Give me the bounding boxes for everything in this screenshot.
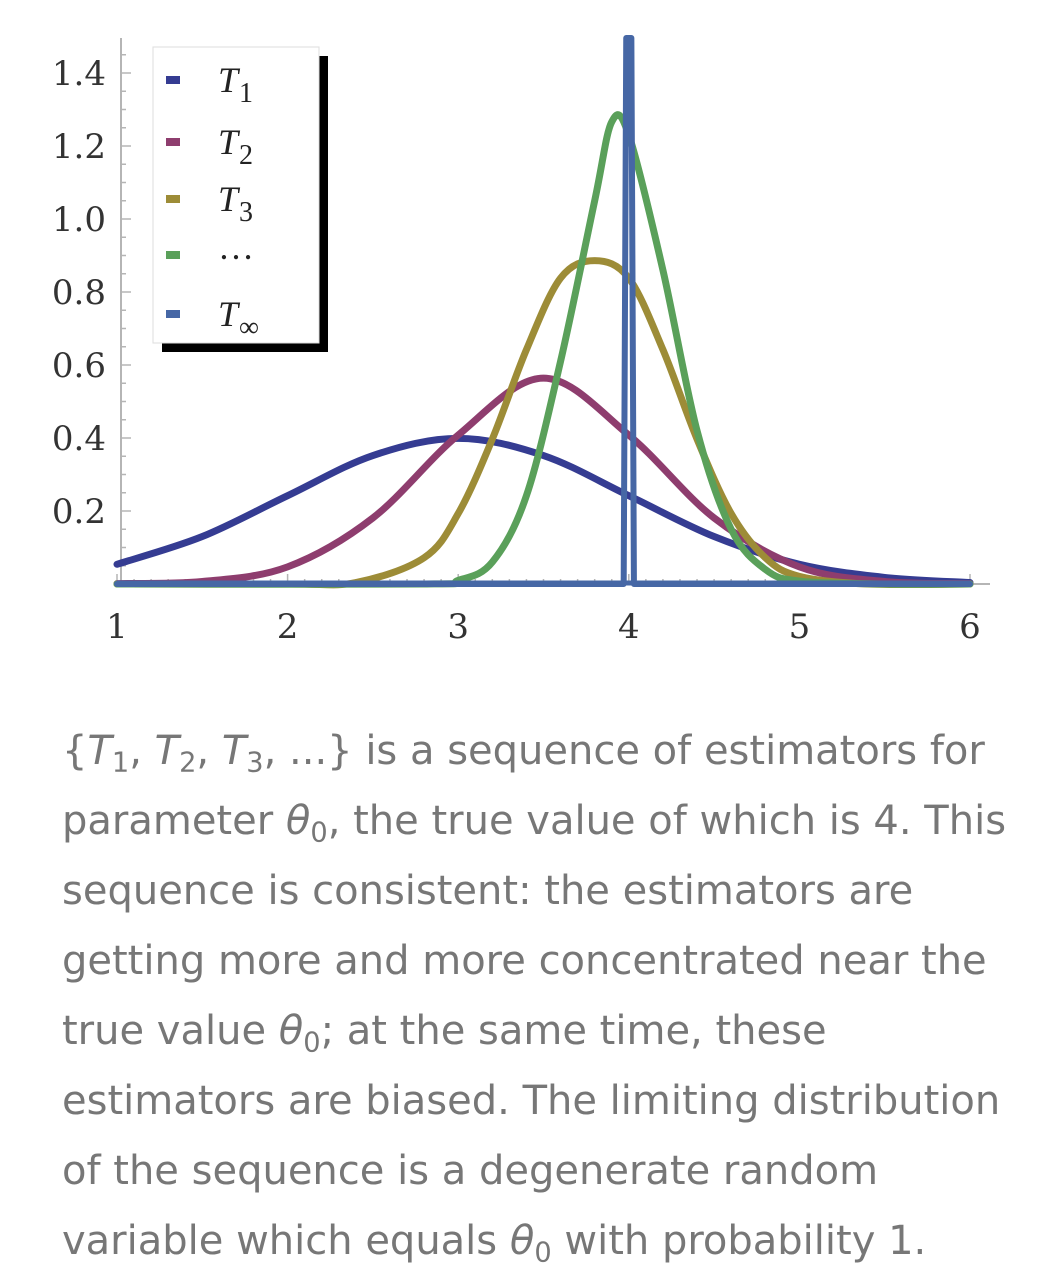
x-tick-label: 2 <box>277 607 299 647</box>
caption-segment: 2 <box>179 747 197 779</box>
y-tick-label: 0.4 <box>52 419 106 459</box>
caption-segment: T <box>221 728 247 774</box>
chart-legend: T1 T2 T3… T∞ <box>152 46 328 352</box>
legend-entry: T∞ <box>218 294 259 343</box>
y-tick-label: 1.4 <box>52 54 106 94</box>
caption-segment: θ <box>278 1008 304 1054</box>
legend-entry: T1 <box>218 60 253 109</box>
caption-segment: 0 <box>534 1237 552 1269</box>
caption-segment: T <box>154 728 180 774</box>
caption-segment: , ...} is a sequence of estimators for p… <box>62 728 998 844</box>
density-chart: 1 2 3 4 5 6 0.2 0.4 0.6 0.8 1.0 1.2 1.4 T1 T2 T3… T∞ <box>52 35 990 647</box>
x-tick-label: 3 <box>447 607 469 647</box>
legend-box <box>152 46 320 344</box>
caption-segment: with probability 1. <box>551 1218 927 1264</box>
caption-segment: θ <box>509 1218 535 1264</box>
caption-segment: , <box>129 728 155 774</box>
y-tick-label: 1.0 <box>52 200 106 240</box>
caption-segment: T <box>87 728 112 774</box>
legend-entry: T2 <box>218 122 253 171</box>
series-line-4 <box>114 35 973 587</box>
caption-segment: , the true value of which is 4. This seq… <box>62 798 1019 1054</box>
caption-segment: 0 <box>303 1027 321 1059</box>
series-line-1 <box>113 374 974 588</box>
legend-swatch <box>166 138 180 146</box>
caption-segment: 3 <box>246 747 264 779</box>
legend-swatch <box>166 310 180 318</box>
caption-segment: 0 <box>310 817 328 849</box>
y-tick-label: 0.2 <box>52 492 106 532</box>
legend-entry: T3 <box>218 179 253 228</box>
legend-swatch <box>166 195 180 203</box>
y-tick-label: 0.6 <box>52 346 106 386</box>
chart-axes: 1 2 3 4 5 6 0.2 0.4 0.6 0.8 1.0 1.2 1.4 <box>52 38 990 647</box>
caption-segment: θ <box>285 798 311 844</box>
x-tick-label: 5 <box>789 607 811 647</box>
y-tick-label: 0.8 <box>52 273 106 313</box>
series-line-2 <box>113 257 974 589</box>
caption-segment: { <box>62 728 88 774</box>
caption-segment: 1 <box>111 747 130 779</box>
caption-segment: ; at the same time, these estimators are… <box>62 1008 1013 1264</box>
x-tick-label: 1 <box>106 607 128 647</box>
figure-caption: {T1, T2, T3, ...} is a sequence of estim… <box>62 716 1027 1276</box>
y-tick-label: 1.2 <box>52 127 106 167</box>
x-tick-label: 4 <box>618 607 640 647</box>
legend-swatch <box>166 251 180 259</box>
legend-swatch <box>166 76 180 84</box>
series-line-0 <box>113 434 974 587</box>
legend-entry: … <box>218 227 254 267</box>
x-tick-label: 6 <box>959 607 981 647</box>
chart-curves <box>113 35 974 589</box>
caption-segment: , <box>196 728 222 774</box>
